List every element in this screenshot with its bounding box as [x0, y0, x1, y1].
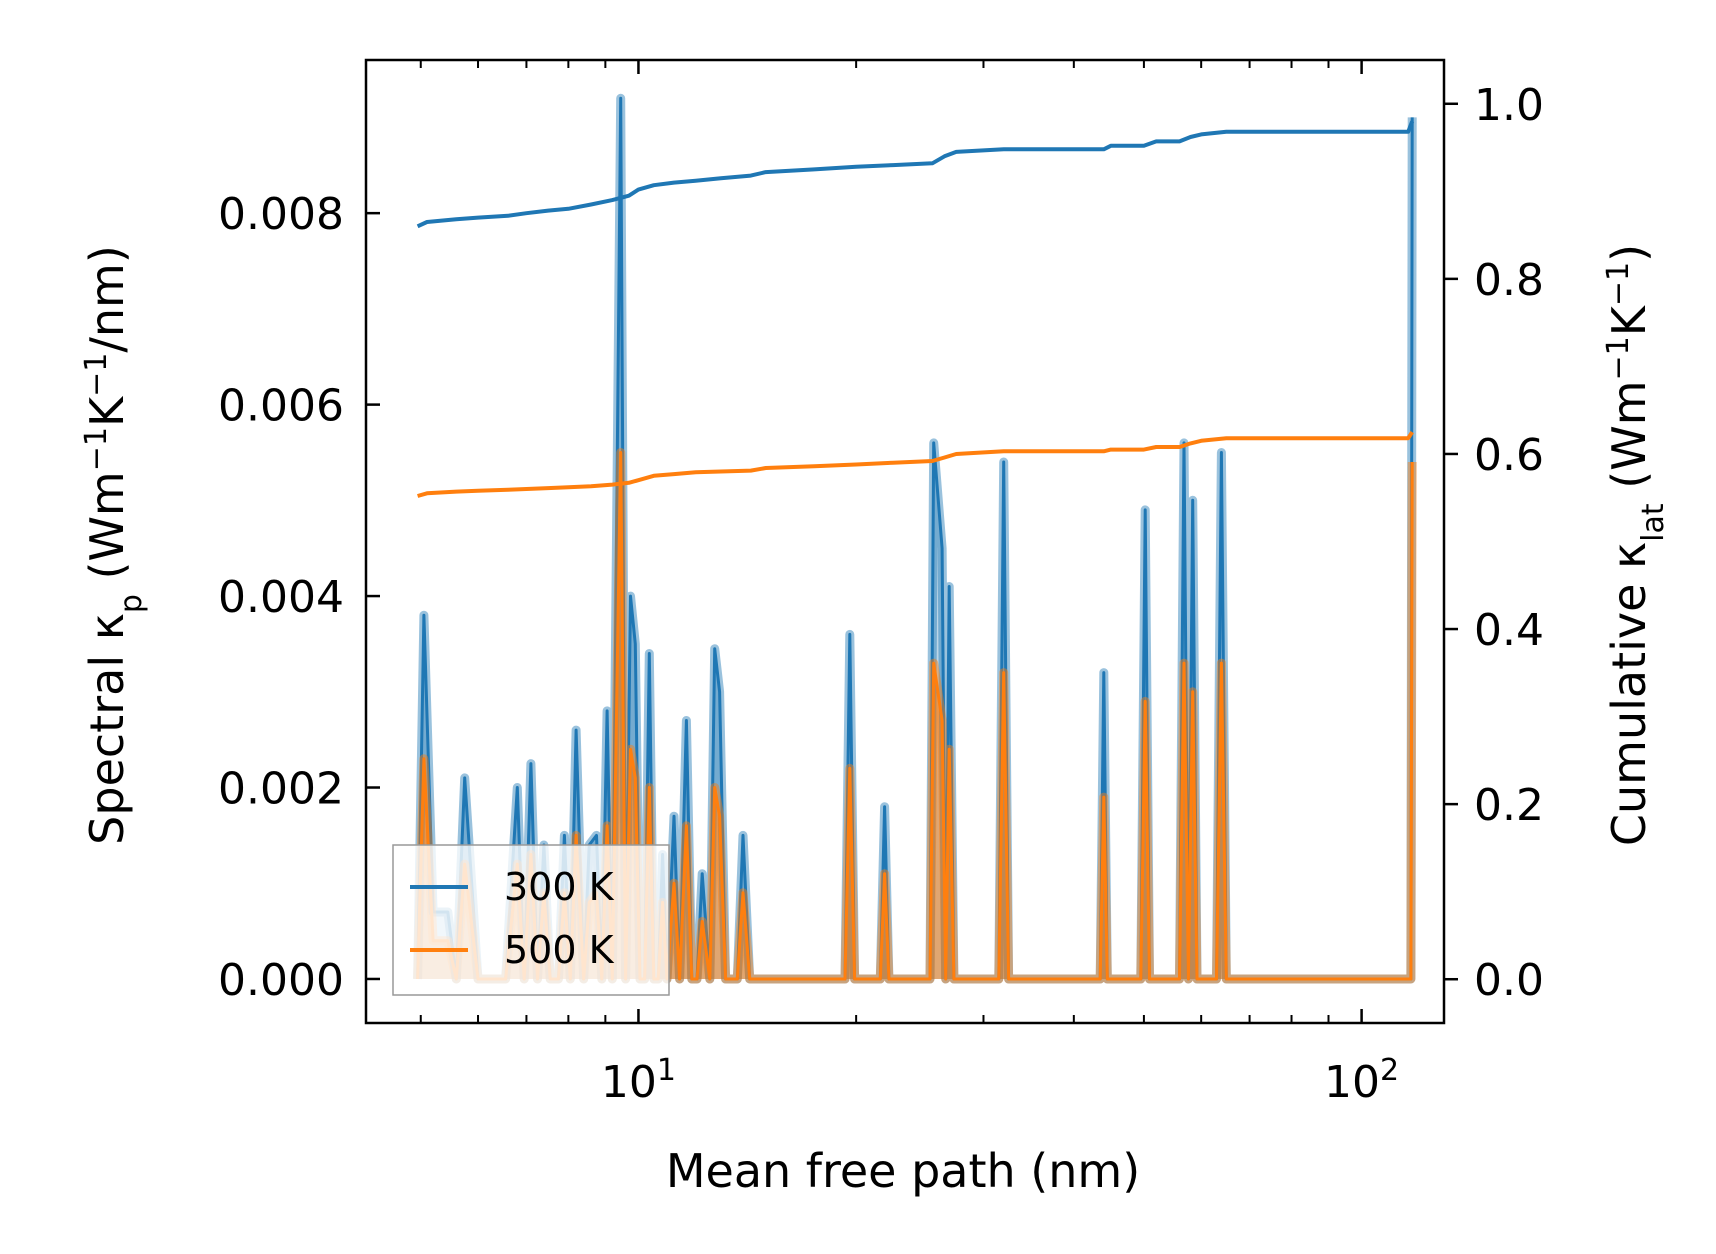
axis-ticks: 0.000 0.002 0.004 0.006 0.008 0.0 0.2 0.4 0.6 0.8… [218, 60, 1544, 1108]
y-left-tick-label: 0.004 [218, 572, 344, 623]
axes-frame [364, 58, 1446, 1025]
y-right-tick-label: 0.8 [1474, 255, 1544, 306]
y-right-tick-label: 0.0 [1474, 955, 1544, 1006]
legend-label-500k: 500 K [504, 928, 615, 972]
cumulative-line-300k [416, 120, 1415, 229]
y-left-tick-label: 0.000 [218, 955, 344, 1006]
y-right-tick-label: 0.2 [1474, 780, 1544, 831]
cumulative-line-500k [417, 431, 1414, 498]
y-right-tick-label: 0.4 [1474, 605, 1544, 656]
y-left-axis-label: Spectral κp (Wm−1K−1/nm) [79, 245, 149, 845]
y-left-tick-label: 0.002 [218, 764, 344, 815]
x-axis-label: Mean free path (nm) [666, 1144, 1140, 1198]
y-right-tick-label: 1.0 [1474, 80, 1544, 131]
y-left-tick-label: 0.006 [218, 381, 344, 432]
legend: 300 K 500 K [392, 844, 670, 996]
legend-label-300k: 300 K [504, 865, 615, 909]
x-tick-label: 102 [1324, 1053, 1399, 1109]
y-right-tick-label: 0.6 [1474, 430, 1544, 481]
y-right-axis-label: Cumulative κlat (Wm−1K−1) [1601, 244, 1671, 846]
x-tick-label: 101 [601, 1053, 676, 1109]
y-left-tick-label: 0.008 [218, 189, 344, 240]
legend-frame [392, 844, 670, 996]
